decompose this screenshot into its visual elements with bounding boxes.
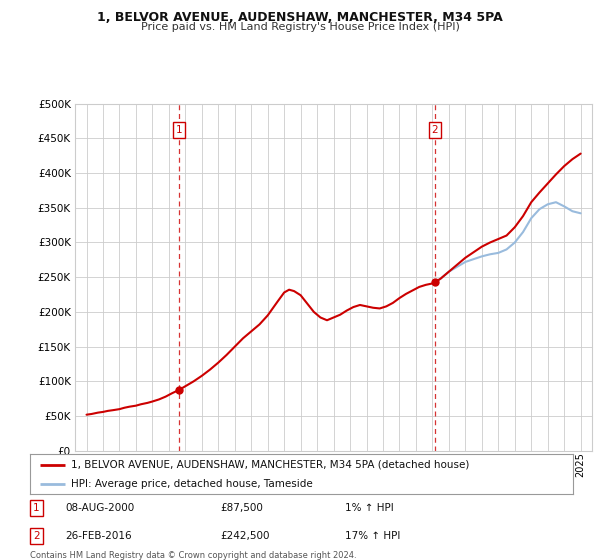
Text: 17% ↑ HPI: 17% ↑ HPI xyxy=(345,531,400,540)
Text: Contains HM Land Registry data © Crown copyright and database right 2024.
This d: Contains HM Land Registry data © Crown c… xyxy=(30,551,356,560)
Text: £87,500: £87,500 xyxy=(220,503,263,513)
Text: 1: 1 xyxy=(175,125,182,135)
Text: 26-FEB-2016: 26-FEB-2016 xyxy=(65,531,132,540)
Text: 2: 2 xyxy=(431,125,438,135)
Text: 08-AUG-2000: 08-AUG-2000 xyxy=(65,503,134,513)
Text: 1, BELVOR AVENUE, AUDENSHAW, MANCHESTER, M34 5PA (detached house): 1, BELVOR AVENUE, AUDENSHAW, MANCHESTER,… xyxy=(71,460,469,470)
Text: 2: 2 xyxy=(33,531,40,540)
Text: 1, BELVOR AVENUE, AUDENSHAW, MANCHESTER, M34 5PA: 1, BELVOR AVENUE, AUDENSHAW, MANCHESTER,… xyxy=(97,11,503,24)
Text: 1: 1 xyxy=(33,503,40,513)
Text: Price paid vs. HM Land Registry's House Price Index (HPI): Price paid vs. HM Land Registry's House … xyxy=(140,22,460,32)
Text: 1% ↑ HPI: 1% ↑ HPI xyxy=(345,503,394,513)
Text: HPI: Average price, detached house, Tameside: HPI: Average price, detached house, Tame… xyxy=(71,479,313,489)
Text: £242,500: £242,500 xyxy=(220,531,269,540)
